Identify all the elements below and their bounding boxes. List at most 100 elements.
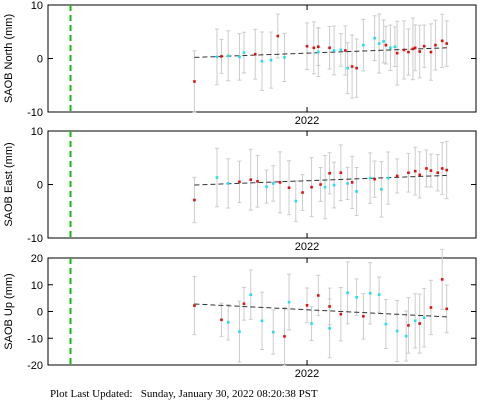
data-point [434, 43, 437, 47]
data-point [226, 320, 230, 324]
data-point [440, 167, 444, 170]
data-point [402, 48, 406, 52]
data-point [238, 180, 241, 184]
data-point [319, 183, 322, 186]
x-tick-label: 2022 [295, 241, 319, 253]
data-point [373, 36, 376, 40]
data-point [355, 296, 358, 299]
data-point [440, 39, 444, 43]
data-point [384, 43, 388, 47]
trend-line [194, 174, 447, 186]
data-point [377, 42, 381, 45]
data-point [418, 322, 421, 325]
data-point [386, 176, 390, 180]
data-point [328, 305, 331, 308]
data-point [346, 66, 349, 70]
y-tick-label: 10 [31, 126, 43, 138]
data-point [355, 190, 358, 193]
data-point [238, 55, 241, 59]
data-point [418, 50, 421, 53]
data-point [242, 302, 246, 306]
data-point [283, 335, 286, 338]
data-point [193, 198, 196, 202]
data-point [220, 318, 223, 322]
y-tick-label: 10 [31, 280, 43, 292]
data-point [220, 55, 223, 58]
y-axis-label: SAOB North (mm) [3, 14, 15, 103]
data-point [271, 330, 275, 334]
data-point [317, 45, 320, 49]
data-point [395, 329, 399, 333]
data-point [332, 49, 336, 52]
data-point [265, 185, 268, 188]
y-tick-label: 20 [31, 253, 43, 265]
data-point [317, 50, 320, 54]
data-point [260, 319, 264, 323]
y-tick-label: 0 [37, 54, 43, 66]
y-axis-label: SAOB Up (mm) [3, 273, 15, 349]
data-point [355, 66, 358, 70]
data-point [328, 327, 331, 330]
data-point [373, 177, 376, 181]
x-tick-label: 2022 [295, 368, 319, 380]
data-point [362, 43, 365, 47]
y-tick-label: -10 [27, 333, 43, 345]
data-point [411, 47, 415, 51]
y-tick-label: -10 [27, 107, 43, 119]
data-point [226, 182, 230, 185]
y-tick-label: 0 [37, 307, 43, 319]
y-tick-label: 10 [31, 0, 43, 12]
data-point [395, 174, 399, 178]
data-point [350, 181, 354, 184]
data-point [305, 304, 309, 307]
data-point [413, 169, 417, 173]
data-point [377, 293, 381, 296]
y-tick-label: -20 [27, 360, 43, 372]
data-point [350, 65, 354, 68]
data-point [395, 51, 399, 55]
data-point [380, 188, 383, 191]
data-point [339, 171, 343, 175]
data-point [301, 191, 304, 194]
data-point [339, 48, 343, 52]
data-point [346, 291, 349, 295]
data-point [413, 46, 417, 50]
data-point [260, 59, 264, 63]
data-point [278, 181, 282, 184]
data-point [226, 54, 230, 58]
data-point [305, 44, 309, 48]
data-point [422, 44, 426, 48]
data-point [242, 51, 246, 54]
footer-timestamp: Sunday, January 30, 2022 08:20:38 PST [140, 388, 318, 400]
data-point [238, 330, 241, 333]
data-point [294, 199, 298, 203]
data-point [445, 42, 449, 45]
data-point [310, 185, 313, 189]
y-axis-label: SAOB East (mm) [3, 142, 15, 226]
y-tick-label: -10 [27, 233, 43, 245]
data-point [425, 167, 428, 170]
data-point [413, 319, 417, 323]
data-point [317, 294, 320, 297]
data-point [384, 322, 388, 326]
data-point [368, 292, 372, 295]
data-point [407, 50, 410, 54]
data-point [393, 45, 397, 49]
data-point [271, 182, 275, 185]
data-point [215, 55, 219, 59]
plot-frame-2 [47, 130, 477, 239]
data-point [310, 322, 313, 325]
data-point [418, 173, 421, 177]
trend-line [194, 303, 447, 318]
data-point [445, 168, 449, 172]
data-point [440, 278, 444, 281]
y-tick-label: 0 [37, 180, 43, 192]
data-point [249, 293, 253, 296]
data-point [407, 171, 410, 175]
data-point [193, 80, 196, 83]
data-point [323, 185, 327, 189]
data-point [422, 316, 426, 319]
data-point [368, 176, 372, 180]
data-point [339, 312, 343, 316]
